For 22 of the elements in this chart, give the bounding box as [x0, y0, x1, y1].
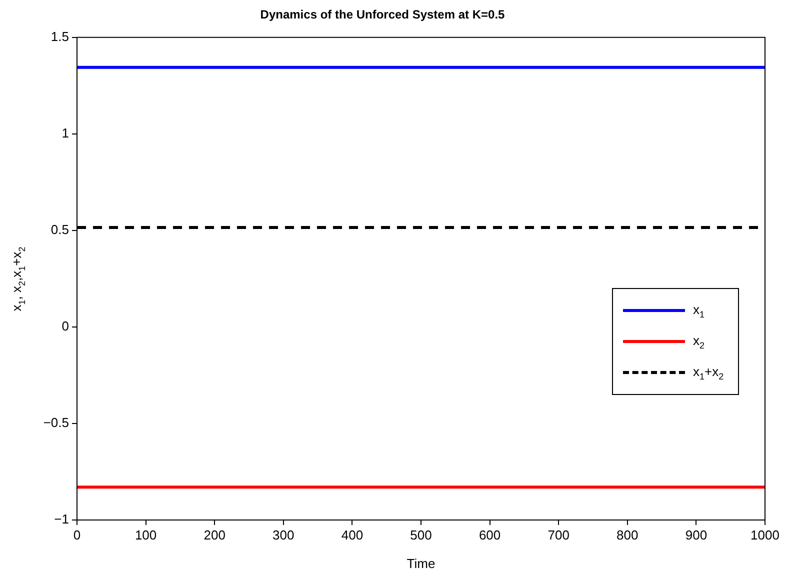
x-tick-label: 900 [685, 527, 708, 542]
y-tick-label: 1.5 [50, 28, 69, 44]
y-tick-label: 0 [62, 318, 69, 334]
x-tick-label: 600 [478, 527, 501, 542]
x-tick-label: 800 [616, 527, 638, 542]
x-tick-label: 300 [272, 527, 294, 542]
x-tick-label: 100 [134, 527, 157, 542]
legend-label: x$_{1}$ [693, 302, 705, 320]
y-tick-label: 0.5 [50, 222, 69, 238]
x-tick-label: 1000 [750, 527, 780, 542]
x-tick-label: 700 [548, 527, 570, 542]
x-tick-label: 200 [204, 527, 226, 542]
legend-label: x$_{1}$+x$_{2}$ [693, 364, 724, 382]
chart-title: Dynamics of the Unforced System at K=0.5 [260, 8, 506, 22]
legend-label: x$_{2}$ [693, 332, 705, 350]
y-tick-label: −1 [54, 512, 69, 527]
y-tick-label: 1 [62, 126, 69, 140]
x-tick-label: 500 [410, 527, 432, 542]
y-tick-label: −0.5 [43, 415, 69, 430]
x-tick-label: 0 [73, 527, 81, 542]
x-axis-title: Time [406, 556, 436, 571]
x-tick-label: 400 [341, 527, 364, 542]
